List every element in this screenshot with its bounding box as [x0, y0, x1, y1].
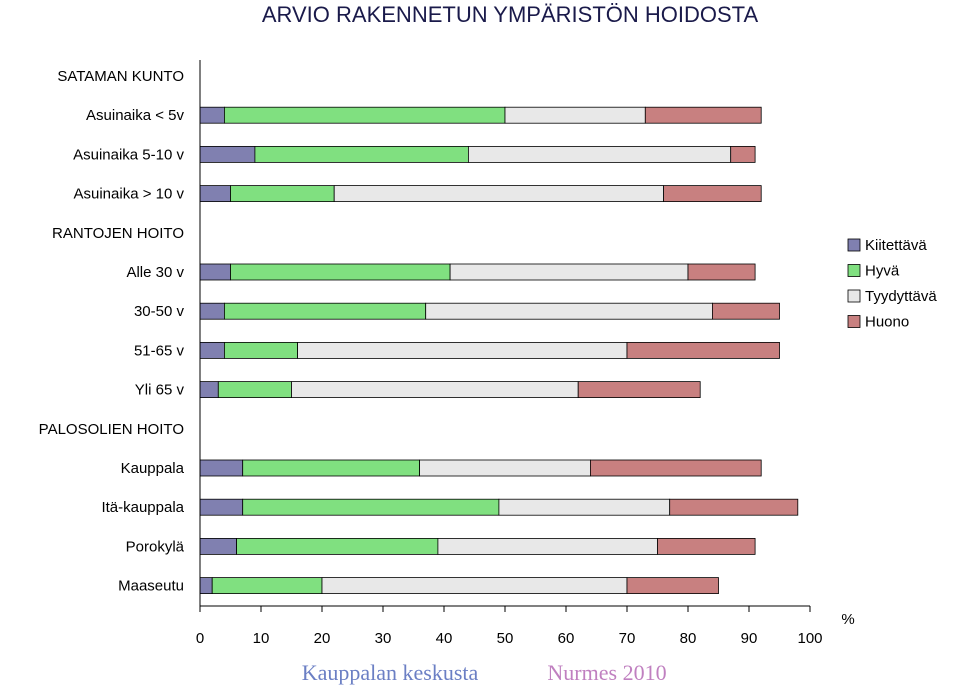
category-label: Porokylä — [126, 538, 185, 555]
bar-segment-1 — [199, 106, 225, 124]
x-tick-label: 20 — [314, 630, 331, 647]
x-tick-label: 10 — [253, 630, 270, 647]
category-labels: SATAMAN KUNTO Asuinaika < 5v Asuinaika 5-1… — [39, 68, 185, 595]
legend-swatch — [847, 238, 861, 252]
bar-segment-2 — [254, 145, 469, 163]
bar-segment-2 — [223, 302, 427, 320]
category-label: Kauppala — [121, 460, 185, 477]
group-header: PALOSOLIEN HOITO — [39, 421, 184, 438]
bar-segment-1 — [199, 459, 244, 477]
category-label: 30-50 v — [134, 303, 185, 320]
legend-swatch — [847, 315, 861, 328]
bar-segment-4 — [577, 381, 701, 399]
bar-segment-3 — [291, 381, 579, 399]
group-header: RANTOJEN HOITO — [52, 225, 184, 242]
category-label: 51-65 v — [134, 342, 185, 359]
x-tick-label: 100 — [797, 630, 822, 647]
x-axis: 0 10 20 30 40 50 60 70 80 90 100 — [196, 60, 823, 647]
bar-segment-3 — [321, 577, 628, 594]
legend-label: Huono — [865, 314, 909, 331]
bar-segment-1 — [199, 145, 256, 163]
bar-segment-4 — [669, 498, 799, 516]
bar-segment-4 — [644, 106, 762, 124]
bar-segment-1 — [199, 263, 231, 281]
bar-segment-4 — [590, 459, 762, 477]
bar-segment-3 — [333, 185, 665, 203]
legend: Kiitettävä Hyvä Tyydyttävä Huono — [847, 237, 937, 331]
bar-segment-1 — [199, 538, 237, 555]
bar-segment-2 — [242, 498, 500, 516]
x-tick-label: 50 — [497, 630, 514, 647]
bar-segment-1 — [199, 577, 213, 594]
category-label: Itä-kauppala — [101, 499, 184, 516]
category-label: Yli 65 v — [135, 382, 185, 399]
bar-segment-2 — [242, 459, 420, 477]
bar-segment-2 — [230, 185, 335, 203]
bar-segment-4 — [730, 145, 756, 163]
bar-segment-4 — [626, 341, 780, 359]
bar-segment-4 — [712, 302, 780, 320]
x-tick-label: 30 — [375, 630, 392, 647]
bar-segment-2 — [217, 381, 292, 399]
bar-segment-3 — [425, 302, 713, 320]
footer-right: Nurmes 2010 — [547, 660, 666, 685]
group-header: SATAMAN KUNTO — [57, 68, 184, 85]
legend-swatch — [847, 264, 861, 277]
bar-segment-2 — [223, 341, 298, 359]
bar-segment-4 — [687, 263, 756, 281]
bar-segment-1 — [199, 302, 225, 320]
bar-segment-1 — [199, 498, 244, 516]
bar-segment-3 — [449, 263, 689, 281]
category-label: Asuinaika < 5v — [86, 107, 184, 124]
x-tick-label: 80 — [680, 630, 697, 647]
bar-segment-1 — [199, 185, 231, 203]
bar-segment-3 — [419, 459, 591, 477]
bar-segment-1 — [199, 381, 219, 399]
chart-title: ARVIO RAKENNETUN YMPÄRISTÖN HOIDOSTA — [262, 2, 759, 27]
x-tick-label: 40 — [436, 630, 453, 647]
bar-segment-3 — [498, 498, 671, 516]
bar-segment-2 — [230, 263, 451, 281]
bar-segment-2 — [211, 577, 323, 594]
footer-left: Kauppalan keskusta — [302, 660, 479, 685]
bar-segment-2 — [236, 538, 439, 555]
bar-segment-2 — [223, 106, 506, 124]
category-label: Alle 30 v — [126, 264, 184, 281]
x-tick-label: 70 — [619, 630, 636, 647]
x-tick-label: 90 — [741, 630, 758, 647]
x-axis-label: % — [841, 611, 854, 628]
category-label: Asuinaika > 10 v — [74, 186, 185, 203]
bar-segment-3 — [437, 538, 658, 555]
category-label: Maaseutu — [118, 578, 184, 595]
legend-label: Hyvä — [865, 263, 900, 280]
bar-segment-1 — [199, 341, 225, 359]
bar-segment-4 — [663, 185, 762, 203]
bar-segment-3 — [297, 341, 628, 359]
bar-segment-3 — [467, 145, 732, 163]
bar-segment-4 — [626, 577, 719, 594]
legend-label: Kiitettävä — [865, 237, 927, 254]
x-tick-label: 60 — [558, 630, 575, 647]
x-tick-label: 0 — [196, 630, 204, 647]
bars — [199, 106, 799, 594]
bar-segment-3 — [504, 106, 646, 124]
category-label: Asuinaika 5-10 v — [73, 146, 184, 163]
legend-label: Tyydyttävä — [865, 288, 937, 305]
legend-swatch — [847, 289, 861, 303]
bar-segment-4 — [657, 538, 756, 555]
